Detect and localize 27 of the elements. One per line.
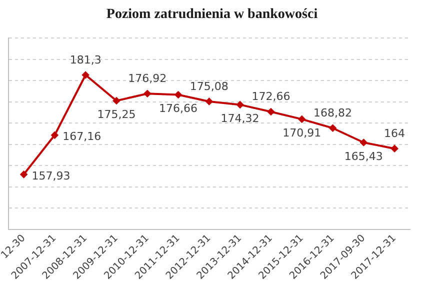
data-label: 165,43 — [344, 150, 383, 163]
point — [391, 145, 398, 152]
point — [329, 124, 336, 132]
data-label: 170,91 — [282, 126, 322, 140]
point — [174, 91, 182, 98]
point — [51, 132, 58, 139]
data-label: 176,66 — [159, 102, 198, 116]
point — [298, 116, 306, 123]
point — [112, 97, 120, 104]
point — [267, 108, 274, 116]
data-label: 175,25 — [97, 108, 136, 122]
data-label: 168,82 — [314, 106, 352, 120]
point — [206, 98, 213, 105]
data-label: 181,3 — [70, 53, 102, 66]
point — [20, 170, 28, 178]
data-label: 175,08 — [190, 80, 228, 93]
data-label: 176,92 — [128, 72, 167, 85]
point — [236, 101, 244, 108]
data-label: 164 — [384, 126, 406, 140]
data-label: 174,32 — [220, 112, 260, 126]
data-label: 157,93 — [32, 169, 70, 182]
chart-title: Poziom zatrudnienia w bankowości — [105, 6, 319, 24]
point — [82, 72, 90, 79]
data-label: 167,16 — [62, 130, 102, 144]
data-label: 172,66 — [252, 90, 290, 104]
point — [360, 139, 368, 146]
point — [144, 90, 151, 98]
